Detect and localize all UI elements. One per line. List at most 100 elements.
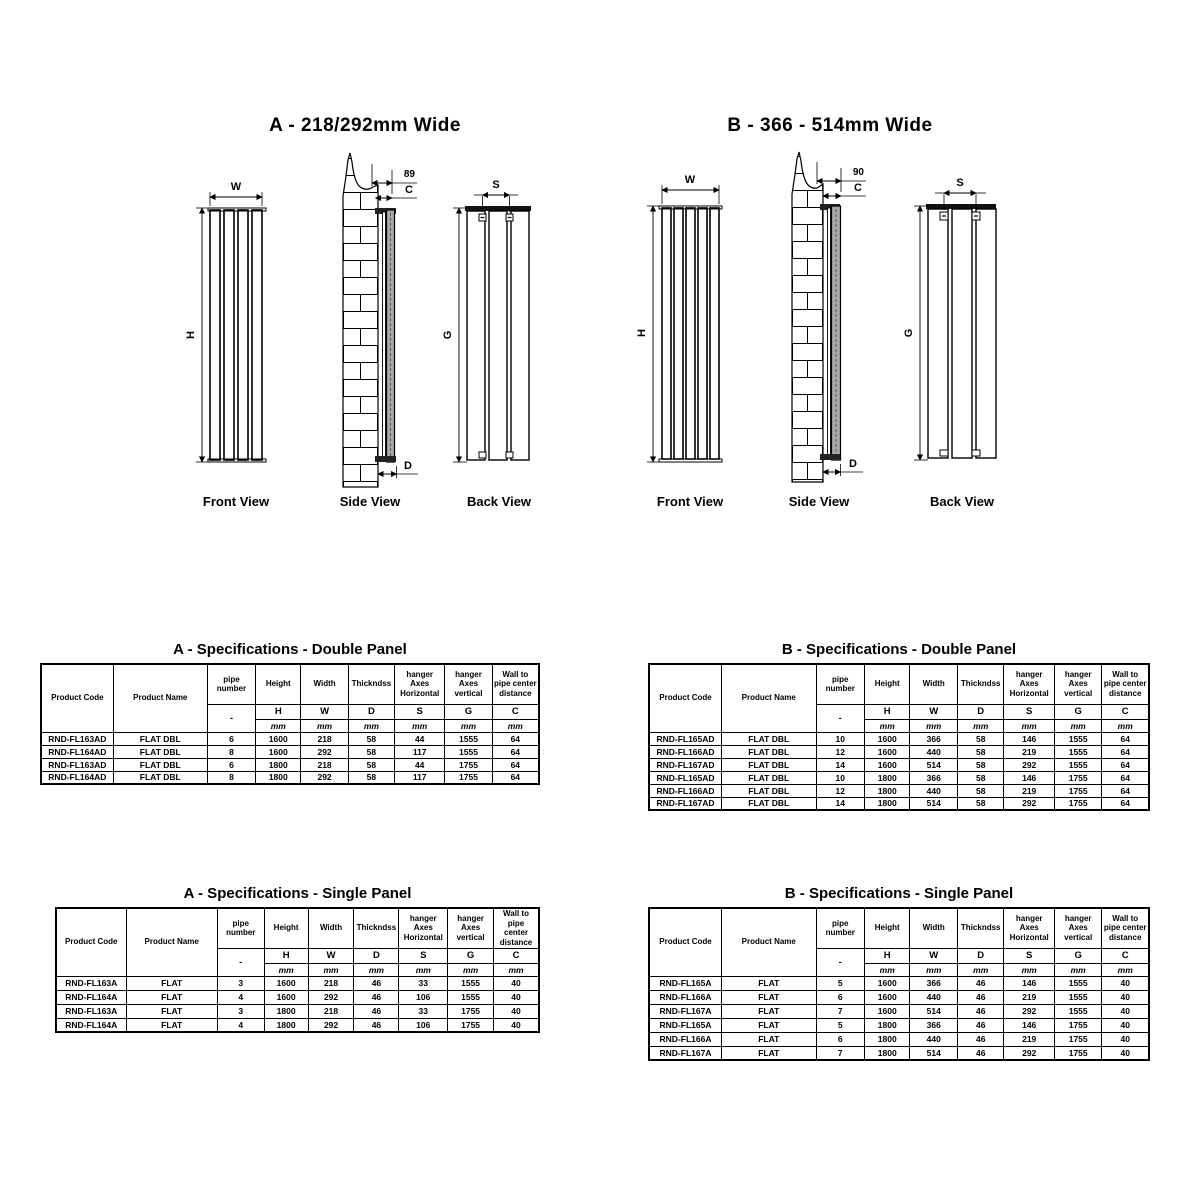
cell-product-name: FLAT DBL: [721, 744, 817, 759]
th-product-name: Product Name: [721, 907, 817, 977]
th-product-code: Product Code: [55, 907, 127, 977]
cell-product-code: RND-FL163AD: [40, 731, 114, 746]
cell-wall-distance: 64: [491, 731, 540, 746]
spec-row: RND-FL167A FLAT 7 1800 514 46 292 1755 4…: [648, 1045, 1150, 1061]
th-height: Height: [263, 907, 309, 949]
cell-width: 440: [909, 744, 958, 759]
cell-wall-distance: 40: [1101, 1017, 1150, 1033]
th-unit: mm: [956, 718, 1005, 733]
cell-width: 514: [909, 757, 958, 772]
cell-height: 1800: [863, 1017, 911, 1033]
back-view-label-a: Back View: [467, 494, 532, 509]
dim-label-h-b: H: [636, 329, 648, 337]
th-thickness: Thickndss: [956, 663, 1005, 705]
cell-thickness: 46: [956, 1017, 1005, 1033]
th-sym-w: W: [300, 703, 349, 720]
cell-thickness: 46: [353, 989, 400, 1005]
cell-pipe-number: 10: [815, 770, 865, 785]
spec-row: RND-FL163AD FLAT DBL 6 1800 218 58 44 17…: [40, 757, 540, 772]
cell-hanger-horizontal: 117: [394, 770, 446, 785]
cell-width: 292: [307, 989, 355, 1005]
cell-height: 1600: [863, 989, 911, 1005]
cell-hanger-horizontal: 292: [1003, 1045, 1055, 1061]
cell-hanger-horizontal: 33: [398, 975, 449, 991]
cell-hanger-vertical: 1755: [447, 1017, 495, 1033]
th-product-code: Product Code: [40, 663, 114, 733]
table-section-a-single: A - Specifications - Single Panel Produc…: [55, 884, 540, 1033]
th-wall-distance: Wall to pipe center distance: [493, 907, 540, 949]
cell-pipe-number: 7: [815, 1003, 865, 1019]
th-width: Width: [300, 663, 349, 705]
cell-product-name: FLAT DBL: [721, 757, 817, 772]
spec-table-a-single: Product Code Product Name pipe number He…: [55, 907, 540, 1033]
cell-width: 514: [909, 796, 958, 811]
th-height: Height: [255, 663, 302, 705]
cell-hanger-vertical: 1755: [444, 770, 493, 785]
spec-table-b-double: Product Code Product Name pipe number He…: [648, 663, 1150, 811]
dim-label-s-b: S: [956, 177, 963, 189]
th-product-name: Product Name: [125, 907, 218, 977]
cell-hanger-vertical: 1555: [1053, 731, 1103, 746]
cell-width: 366: [909, 975, 958, 991]
side-view-label-a: Side View: [340, 494, 401, 509]
th-thickness: Thickndss: [347, 663, 396, 705]
cell-wall-distance: 64: [491, 757, 540, 772]
cell-hanger-vertical: 1755: [1053, 1045, 1103, 1061]
cell-product-name: FLAT DBL: [112, 731, 208, 746]
cell-pipe-number: 6: [815, 989, 865, 1005]
spec-row: RND-FL165A FLAT 5 1600 366 46 146 1555 4…: [648, 975, 1150, 991]
diagram-b-title: B - 366 - 514mm Wide: [727, 115, 933, 136]
back-view-b: [914, 189, 997, 461]
cell-hanger-vertical: 1755: [1053, 1031, 1103, 1047]
cell-hanger-vertical: 1555: [1053, 975, 1103, 991]
cell-wall-distance: 40: [1101, 1031, 1150, 1047]
th-wall-distance: Wall to pipe center distance: [1101, 663, 1150, 705]
th-product-code: Product Code: [648, 663, 722, 733]
cell-product-name: FLAT DBL: [721, 770, 817, 785]
cell-height: 1800: [255, 757, 302, 772]
diagram-a: A - 218/292mm Wide: [170, 112, 560, 520]
cell-width: 292: [300, 744, 349, 759]
th-width: Width: [307, 907, 355, 949]
cell-wall-distance: 40: [1101, 989, 1150, 1005]
th-pipe-number: pipe number: [216, 907, 265, 949]
th-sym-w: W: [307, 947, 355, 964]
th-hanger-vertical: hanger Axes vertical: [447, 907, 495, 949]
cell-pipe-number: 12: [815, 783, 865, 798]
th-unit: mm: [444, 718, 493, 733]
table-title-b-single: B - Specifications - Single Panel: [784, 885, 1014, 902]
spec-row: RND-FL164A FLAT 4 1800 292 46 106 1755 4…: [55, 1017, 540, 1033]
cell-hanger-horizontal: 44: [394, 757, 446, 772]
cell-product-name: FLAT: [721, 1031, 817, 1047]
spec-row: RND-FL164A FLAT 4 1600 292 46 106 1555 4…: [55, 989, 540, 1005]
cell-thickness: 46: [956, 1045, 1005, 1061]
cell-pipe-number: 4: [216, 989, 265, 1005]
th-product-name: Product Name: [112, 663, 208, 733]
cell-product-name: FLAT: [721, 975, 817, 991]
cell-hanger-horizontal: 292: [1003, 796, 1055, 811]
th-dash: -: [815, 703, 865, 733]
cell-pipe-number: 6: [815, 1031, 865, 1047]
th-sym-g: G: [444, 703, 493, 720]
spec-row: RND-FL167AD FLAT DBL 14 1800 514 58 292 …: [648, 796, 1150, 811]
cell-pipe-number: 6: [206, 731, 257, 746]
cell-wall-distance: 64: [1101, 757, 1150, 772]
cell-width: 366: [909, 1017, 958, 1033]
cell-wall-distance: 64: [1101, 770, 1150, 785]
cell-wall-distance: 40: [1101, 1045, 1150, 1061]
th-dash: -: [815, 947, 865, 977]
cell-wall-distance: 64: [1101, 731, 1150, 746]
th-sym-d: D: [956, 703, 1005, 720]
cell-thickness: 46: [353, 975, 400, 991]
table-section-b-double: B - Specifications - Double Panel Produc…: [648, 640, 1150, 811]
dim-label-offset-a: 89: [404, 169, 416, 180]
th-sym-h: H: [863, 947, 911, 964]
th-dash: -: [216, 947, 265, 977]
cell-width: 514: [909, 1003, 958, 1019]
cell-wall-distance: 40: [1101, 975, 1150, 991]
cell-product-name: FLAT: [125, 975, 218, 991]
cell-wall-distance: 40: [493, 975, 540, 991]
cell-width: 292: [307, 1017, 355, 1033]
cell-pipe-number: 5: [815, 975, 865, 991]
th-unit: mm: [398, 962, 449, 977]
